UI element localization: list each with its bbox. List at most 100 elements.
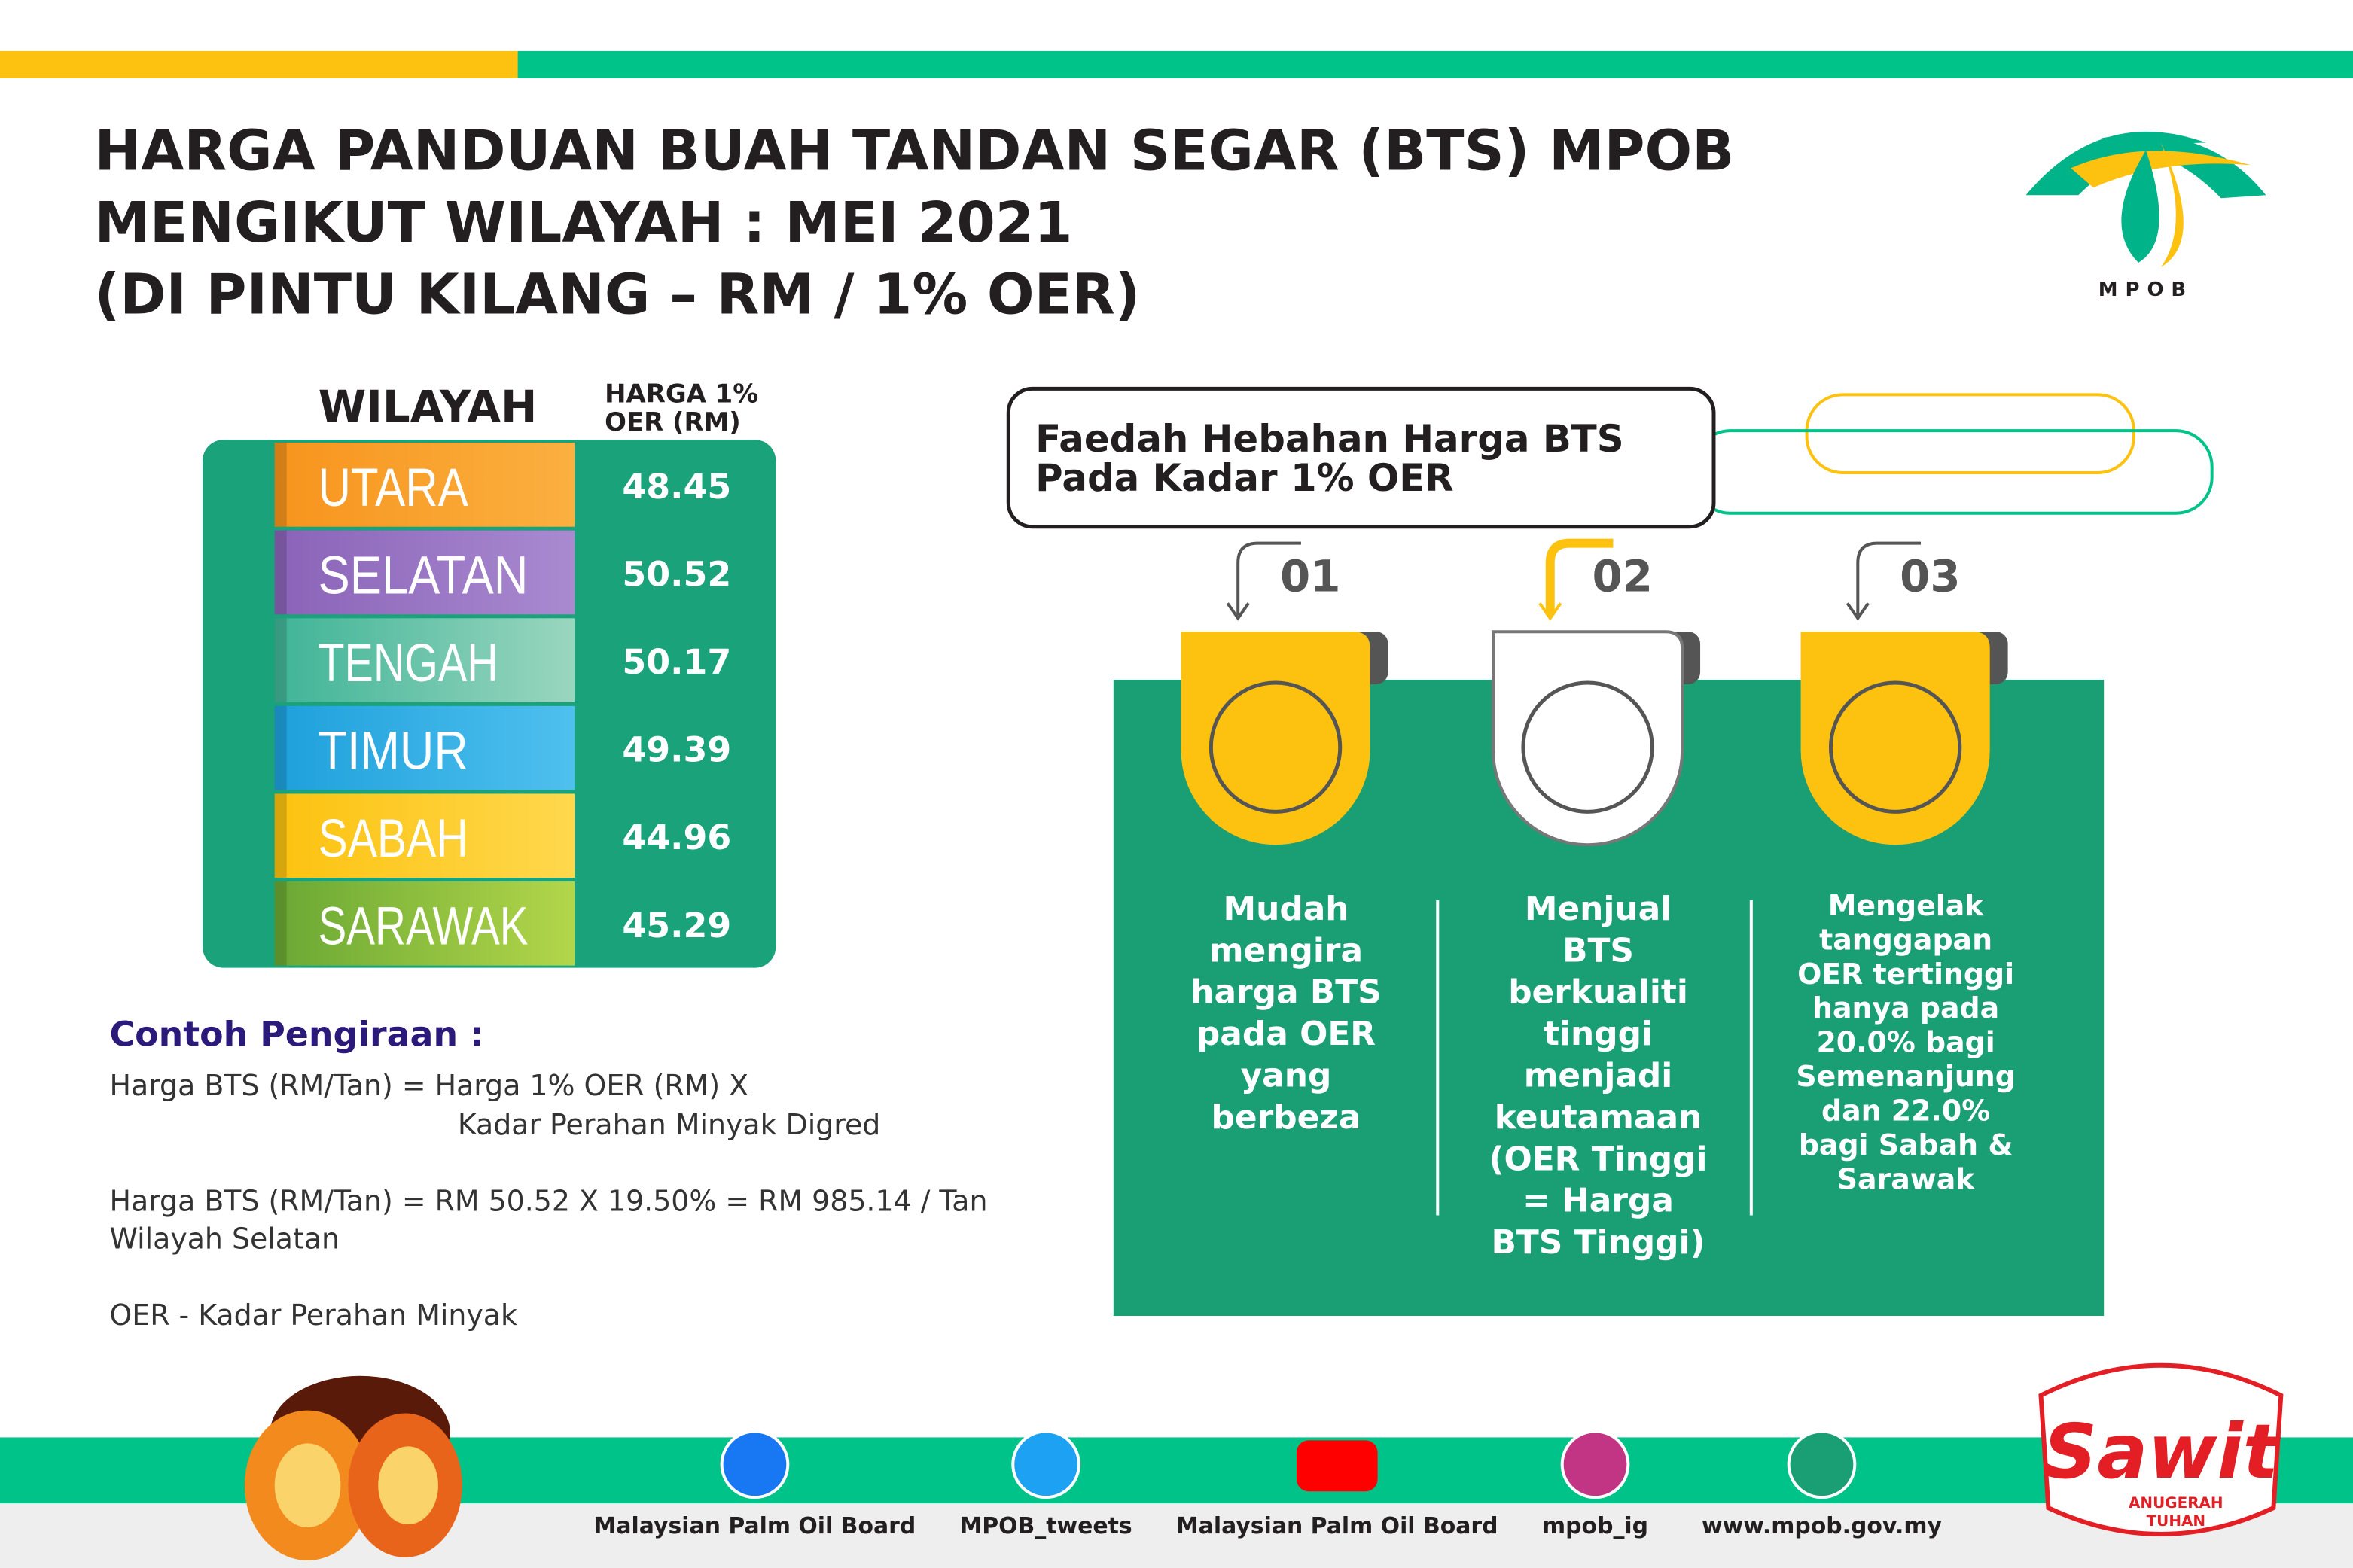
item-text: dan 22.0% [1821,1095,1990,1128]
region-header: WILAYAH [319,381,538,432]
item-text: harga BTS [1190,973,1381,1012]
footer-link: Malaysian Palm Oil Board [1176,1513,1498,1539]
price-header: HARGA 1% [605,379,758,408]
arrow-head [1538,602,1562,621]
footer-link: www.mpob.gov.my [1702,1513,1942,1539]
item-text: berbeza [1212,1098,1361,1137]
item-text: keutamaan [1495,1098,1702,1137]
footer-links: Malaysian Palm Oil Board MPOB_tweets Malay… [594,1429,1942,1539]
item-text: 20.0% bagi [1816,1026,1995,1059]
band-shadow [274,793,287,878]
region-name: TENGAH [319,633,498,693]
top-bar-yellow [0,50,518,78]
benefits-title: Pada Kadar 1% OER [1035,456,1453,500]
region-name: SARAWAK [319,897,529,957]
footer-link: Malaysian Palm Oil Board [594,1513,916,1539]
region-name: UTARA [319,458,468,518]
social-icon [1296,1440,1378,1492]
item-text: BTS [1562,931,1634,970]
item-text: tinggi [1544,1015,1653,1053]
icon-ring [1209,680,1343,814]
logo-text: MPOB [2098,279,2193,301]
example-line: Harga BTS (RM/Tan) = RM 50.52 X 19.50% =… [109,1185,987,1218]
social-icon [1011,1429,1080,1499]
region-band [274,793,575,878]
table-rows: UTARA 48.45 SELATAN 50.52 TENGAH 50.17 TIMUR 49… [274,443,731,966]
item-number: 03 [1900,550,1960,601]
top-bar-teal [517,50,2353,78]
item-text: yang [1241,1056,1332,1095]
icon-ring [1521,680,1654,814]
arrow [1856,541,1922,616]
price: 44.96 [622,817,731,857]
social-icon [720,1429,790,1499]
header: HARGA PANDUAN BUAH TANDAN SEGAR (BTS) MP… [95,119,1735,327]
example-line: Kadar Perahan Minyak Digred [458,1108,880,1141]
campaign-subtitle: TUHAN [2147,1512,2205,1530]
band-shadow [274,618,287,702]
arrow [1545,538,1614,616]
example-title: Contoh Pengiraan : [109,1013,483,1054]
item-text: BTS Tinggi) [1491,1223,1705,1262]
example-lines: Harga BTS (RM/Tan) = Harga 1% OER (RM) X… [109,1069,987,1332]
price: 48.45 [622,466,731,507]
band-shadow [274,881,287,966]
example-line: Harga BTS (RM/Tan) = Harga 1% OER (RM) X [109,1069,748,1102]
region-band [274,618,575,702]
band-shadow [274,530,287,615]
example-line: OER - Kadar Perahan Minyak [109,1299,517,1332]
arrow-head [1226,602,1250,621]
item-text: tanggapan [1819,923,1992,956]
benefits-title-box [1006,386,1716,529]
band-shadow [274,705,287,790]
region-name: SABAH [319,808,468,869]
item-text: OER tertinggi [1797,958,2014,991]
price: 50.52 [622,553,731,594]
campaign-subtitle: ANUGERAH [2129,1494,2223,1512]
social-icon [1560,1429,1630,1499]
benefits-title: Faedah Hebahan Harga BTS [1035,417,1624,461]
price: 50.17 [622,641,731,682]
item-text: Mudah [1224,890,1349,928]
item-text: = Harga [1522,1182,1674,1220]
footer-link: MPOB_tweets [960,1513,1132,1539]
item-number: 02 [1593,550,1653,601]
title-line: HARGA PANDUAN BUAH TANDAN SEGAR (BTS) MP… [95,119,1735,183]
item-text: mengira [1209,931,1363,970]
mpob-logo: MPOB [2025,131,2266,301]
item-number: 01 [1280,550,1340,601]
social-icon [1787,1429,1857,1499]
region-band [274,881,575,966]
title-line: (DI PINTU KILANG – RM / 1% OER) [95,263,1141,327]
arrow-head [1846,602,1870,621]
item-text: berkualiti [1508,973,1688,1012]
item-text: pada OER [1196,1015,1376,1053]
item-text: menjadi [1524,1056,1673,1095]
campaign-logo: Sawit ANUGERAH TUHAN [2038,1362,2284,1536]
example-line: Wilayah Selatan [109,1222,340,1255]
item-text: (OER Tinggi [1489,1140,1707,1178]
item-text: hanya pada [1812,991,1999,1025]
price: 45.29 [622,905,731,945]
band-shadow [274,443,287,527]
palm-fruit [244,1375,462,1560]
item-text: Mengelak [1828,889,1985,922]
region-band [274,705,575,790]
region-name: SELATAN [319,545,529,605]
region-band [274,443,575,527]
region-name: TIMUR [319,721,468,781]
campaign-title: Sawit [2043,1409,2281,1496]
price: 49.39 [622,729,731,770]
item-text: Menjual [1525,890,1672,928]
item-text: bagi Sabah & [1799,1128,2013,1162]
region-band [274,530,575,615]
title-line: MENGIKUT WILAYAH : MEI 2021 [95,191,1073,255]
decor [1805,393,2136,474]
item-text: Sarawak [1837,1162,1976,1195]
price-header: OER (RM) [605,407,741,437]
item-text: Semenanjung [1796,1060,2016,1093]
footer-link: mpob_ig [1542,1513,1648,1539]
icon-ring [1828,680,1962,814]
